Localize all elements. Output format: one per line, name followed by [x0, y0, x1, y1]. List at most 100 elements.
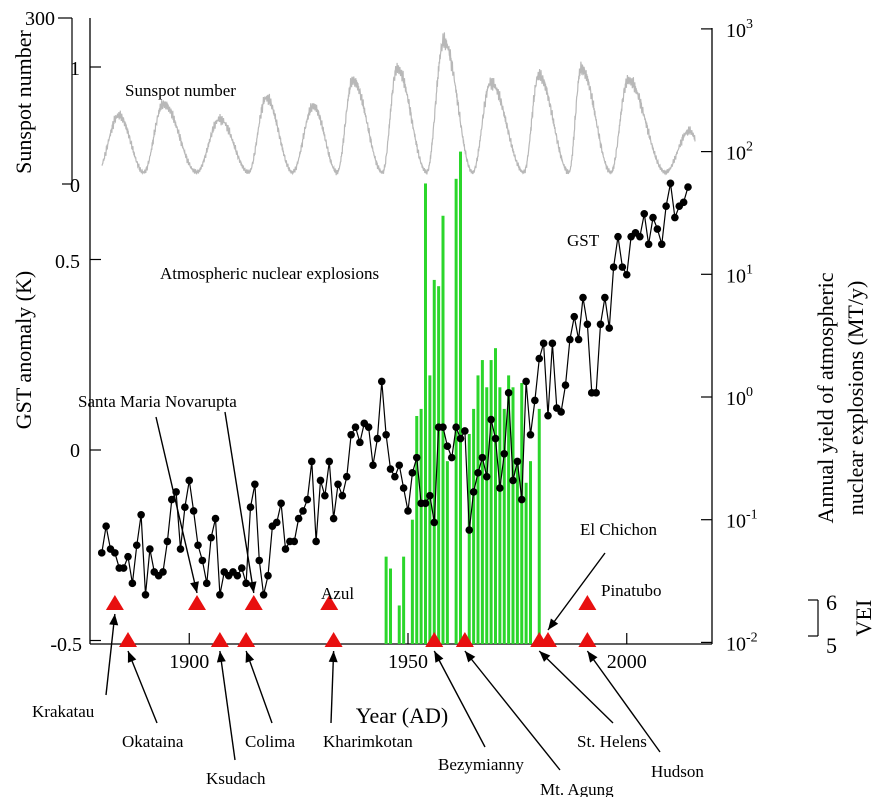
gst-point-1904 [202, 579, 211, 588]
gst-point-1993 [592, 389, 600, 397]
gst-point-1941 [364, 423, 373, 431]
volcano-arrowhead-bezymianny [434, 651, 444, 663]
vei-marker-colima [237, 632, 256, 647]
gst-point-1985 [557, 408, 565, 416]
gst-series [97, 179, 692, 599]
vei-tick-label-6: 6 [826, 590, 837, 615]
nuclear-bar-1974 [511, 387, 515, 644]
nuclear-tick-label--1: 10-1 [726, 508, 758, 533]
gst-point-1906 [211, 514, 220, 523]
gst-point-1975 [513, 457, 522, 466]
gst-point-1944 [377, 377, 386, 386]
gst-point-2005 [644, 240, 653, 249]
gst-point-1932 [325, 457, 334, 466]
gst-point-2007 [653, 225, 662, 233]
gst-point-1928 [307, 457, 316, 466]
nuclear-series-label: Atmospheric nuclear explosions [160, 264, 379, 283]
gst-point-1960 [447, 453, 456, 462]
gst-point-1885 [119, 564, 128, 572]
nuclear-bar-1973 [507, 375, 511, 644]
gst-point-2011 [671, 213, 679, 222]
gst-point-1990 [579, 293, 587, 302]
vei-marker-santa-maria [188, 595, 206, 610]
gst-point-1964 [465, 526, 474, 534]
gst-point-1937 [347, 430, 355, 439]
gst-point-1896 [167, 495, 176, 504]
gst-point-2006 [649, 213, 657, 222]
volcano-label-colima: Colima [245, 732, 296, 751]
gst-point-2009 [662, 202, 670, 210]
gst-point-2004 [640, 209, 649, 218]
volcano-arrowhead-st-helens [539, 651, 551, 662]
gst-point-1916 [255, 556, 264, 565]
nuclear-bar-1952 [415, 416, 419, 644]
gst-point-1945 [382, 430, 390, 439]
gst-point-1902 [194, 541, 202, 550]
volcano-arrow-ksudach [219, 650, 236, 761]
gst-point-1911 [233, 571, 242, 580]
nuclear-axis-label-line1: Annual yield of atmospheric [813, 272, 838, 523]
vei-markers [105, 595, 597, 647]
gst-point-1968 [482, 472, 491, 481]
gst-point-1989 [574, 335, 583, 344]
x-tick-label-1950: 1950 [388, 651, 428, 673]
gst-point-1967 [478, 453, 487, 462]
nuclear-bar-1972 [502, 408, 506, 644]
nuclear-tick-label-2: 102 [726, 140, 753, 165]
gst-point-2014 [684, 183, 692, 191]
gst-point-1977 [522, 377, 530, 386]
gst-point-1900 [185, 476, 194, 485]
volcano-label-ksudach: Ksudach [206, 769, 266, 788]
x-tick-label-2000: 2000 [607, 651, 647, 673]
gst-tick-minus-0.5: -0.5 [50, 634, 82, 656]
sunspot-tick-0: 0 [70, 175, 80, 197]
gst-point-2013 [679, 198, 688, 207]
gst-point-1952 [412, 453, 421, 462]
volcano-label-santa-maria: Santa Maria [78, 392, 161, 411]
volcano-arrow-okataina [127, 650, 158, 724]
gst-point-1887 [128, 579, 137, 588]
gst-tick-0: 0 [70, 440, 80, 462]
volcano-labels: Krakatau Okataina Santa Maria Ksudach Novaru… [32, 392, 704, 799]
volcano-arrowhead-el-chichon [548, 618, 559, 630]
gst-point-1930 [316, 476, 325, 485]
gst-point-1924 [290, 537, 299, 546]
gst-point-1982 [544, 411, 552, 420]
gst-point-1888 [132, 541, 141, 550]
gst-point-1991 [583, 320, 592, 329]
nuclear-bar-1946 [389, 568, 392, 644]
nuclear-axis-label-line2: nuclear explosions (MT/y) [843, 281, 868, 516]
gst-point-1971 [496, 484, 504, 492]
gst-point-1963 [461, 427, 469, 435]
nuclear-bar-1957 [437, 286, 441, 644]
gst-point-1980 [535, 354, 544, 363]
vei-marker-el-chichon [539, 632, 557, 647]
gst-point-1894 [159, 568, 167, 576]
gst-point-1969 [487, 415, 495, 424]
volcano-arrowhead-okataina [127, 651, 137, 663]
gst-point-1986 [561, 381, 570, 390]
volcano-arrow-novarupta [224, 411, 255, 594]
volcano-label-krakatau: Krakatau [32, 702, 95, 721]
gst-point-1914 [246, 503, 255, 511]
gst-point-1997 [609, 263, 618, 271]
nuclear-bar-1971 [498, 387, 502, 644]
nuclear-bar-1978 [529, 461, 532, 644]
gst-point-1939 [356, 438, 364, 447]
volcano-arrow-st-helens [538, 650, 614, 724]
gst-point-1958 [439, 423, 447, 431]
volcano-arrow-santa-maria [155, 416, 198, 594]
nuclear-bar-1964 [467, 433, 471, 644]
gst-point-2000 [622, 270, 631, 279]
nuclear-bar-1975 [515, 461, 519, 644]
nuclear-bar-1951 [410, 519, 414, 644]
gst-axis-label: GST anomaly (K) [11, 271, 36, 429]
vei-axis-label: VEI [851, 600, 874, 637]
gst-point-1954 [421, 499, 430, 508]
volcano-label-bezymianny: Bezymianny [438, 755, 524, 774]
volcano-label-azul: Azul [321, 584, 354, 603]
gst-point-2010 [666, 179, 675, 188]
gst-point-1946 [386, 465, 395, 473]
gst-point-1974 [509, 476, 517, 485]
